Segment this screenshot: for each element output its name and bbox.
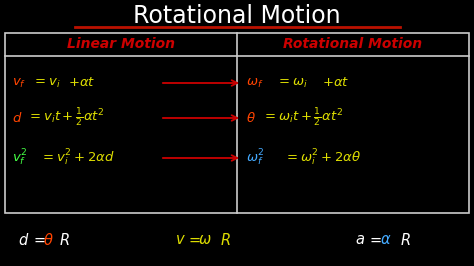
Text: $=$: $=$ bbox=[186, 233, 201, 247]
Text: $R$: $R$ bbox=[220, 232, 231, 248]
Text: $\alpha$: $\alpha$ bbox=[380, 233, 392, 247]
Text: $\theta$: $\theta$ bbox=[43, 232, 54, 248]
Text: $= v_i$: $= v_i$ bbox=[32, 76, 61, 90]
Text: $v_f^2$: $v_f^2$ bbox=[12, 148, 27, 168]
Text: $R$: $R$ bbox=[400, 232, 411, 248]
Text: $d$: $d$ bbox=[18, 232, 29, 248]
Text: $\omega_f^2$: $\omega_f^2$ bbox=[246, 148, 264, 168]
Text: Rotational Motion: Rotational Motion bbox=[283, 38, 422, 52]
Text: $+ \alpha t$: $+ \alpha t$ bbox=[322, 77, 349, 89]
Text: $+ \alpha t$: $+ \alpha t$ bbox=[68, 77, 95, 89]
Text: Rotational Motion: Rotational Motion bbox=[133, 4, 341, 28]
Text: $= \omega_i t + \frac{1}{2}\alpha t^2$: $= \omega_i t + \frac{1}{2}\alpha t^2$ bbox=[262, 107, 343, 129]
Text: $= \omega_i^2 + 2\alpha\theta$: $= \omega_i^2 + 2\alpha\theta$ bbox=[284, 148, 362, 168]
Text: $= v_i t + \frac{1}{2}\alpha t^2$: $= v_i t + \frac{1}{2}\alpha t^2$ bbox=[27, 107, 105, 129]
Text: $= \omega_i$: $= \omega_i$ bbox=[276, 76, 308, 90]
Text: $=$: $=$ bbox=[31, 233, 46, 247]
Text: $= v_i^2 + 2\alpha d$: $= v_i^2 + 2\alpha d$ bbox=[40, 148, 115, 168]
Text: $v_f$: $v_f$ bbox=[12, 76, 26, 90]
Text: $a$: $a$ bbox=[355, 233, 365, 247]
Text: $v$: $v$ bbox=[175, 233, 186, 247]
Text: $d$: $d$ bbox=[12, 111, 22, 125]
Text: $R$: $R$ bbox=[59, 232, 70, 248]
Text: Linear Motion: Linear Motion bbox=[67, 38, 175, 52]
Text: $\omega$: $\omega$ bbox=[198, 233, 211, 247]
Bar bbox=[5, 33, 469, 213]
Text: $=$: $=$ bbox=[367, 233, 383, 247]
Text: $\omega_f$: $\omega_f$ bbox=[246, 76, 264, 90]
Text: $\theta$: $\theta$ bbox=[246, 111, 256, 125]
